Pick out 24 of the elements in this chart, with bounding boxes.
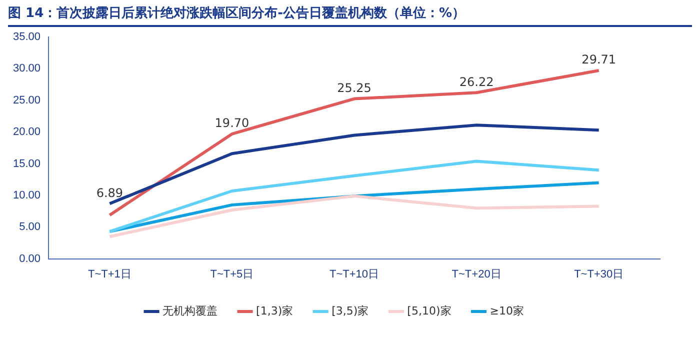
data-label: 25.25 [337, 80, 372, 95]
data-label: 26.22 [459, 74, 494, 89]
x-tick-label: T~T+20日 [452, 268, 502, 280]
y-tick-label: 25.00 [12, 94, 41, 106]
y-tick-label: 30.00 [12, 62, 41, 75]
legend-label: [3,5)家 [332, 304, 369, 318]
y-tick-label: 10.00 [12, 189, 41, 202]
y-tick-label: 20.00 [12, 126, 41, 138]
legend-label: ≥10家 [490, 304, 524, 318]
x-tick-label: T~T+1日 [88, 268, 132, 280]
legend-label: 无机构覆盖 [162, 304, 218, 318]
y-tick-label: 35.00 [12, 31, 41, 44]
legend-label: [1,3)家 [256, 304, 294, 318]
chart-title: 图 14：首次披露日后累计绝对涨跌幅区间分布-公告日覆盖机构数（单位：%） [8, 4, 692, 27]
data-label: 19.70 [214, 116, 250, 130]
y-tick-label: 5.00 [19, 221, 41, 234]
x-tick-label: T~T+10日 [330, 268, 380, 280]
x-tick-label: T~T+5日 [210, 268, 254, 280]
data-label: 6.89 [96, 186, 124, 200]
y-tick-label: 0.00 [19, 252, 41, 265]
y-tick-label: 15.00 [12, 158, 41, 170]
x-tick-label: T~T+30日 [574, 268, 624, 280]
data-label: 29.71 [582, 52, 616, 67]
legend-label: [5,10)家 [407, 304, 452, 318]
